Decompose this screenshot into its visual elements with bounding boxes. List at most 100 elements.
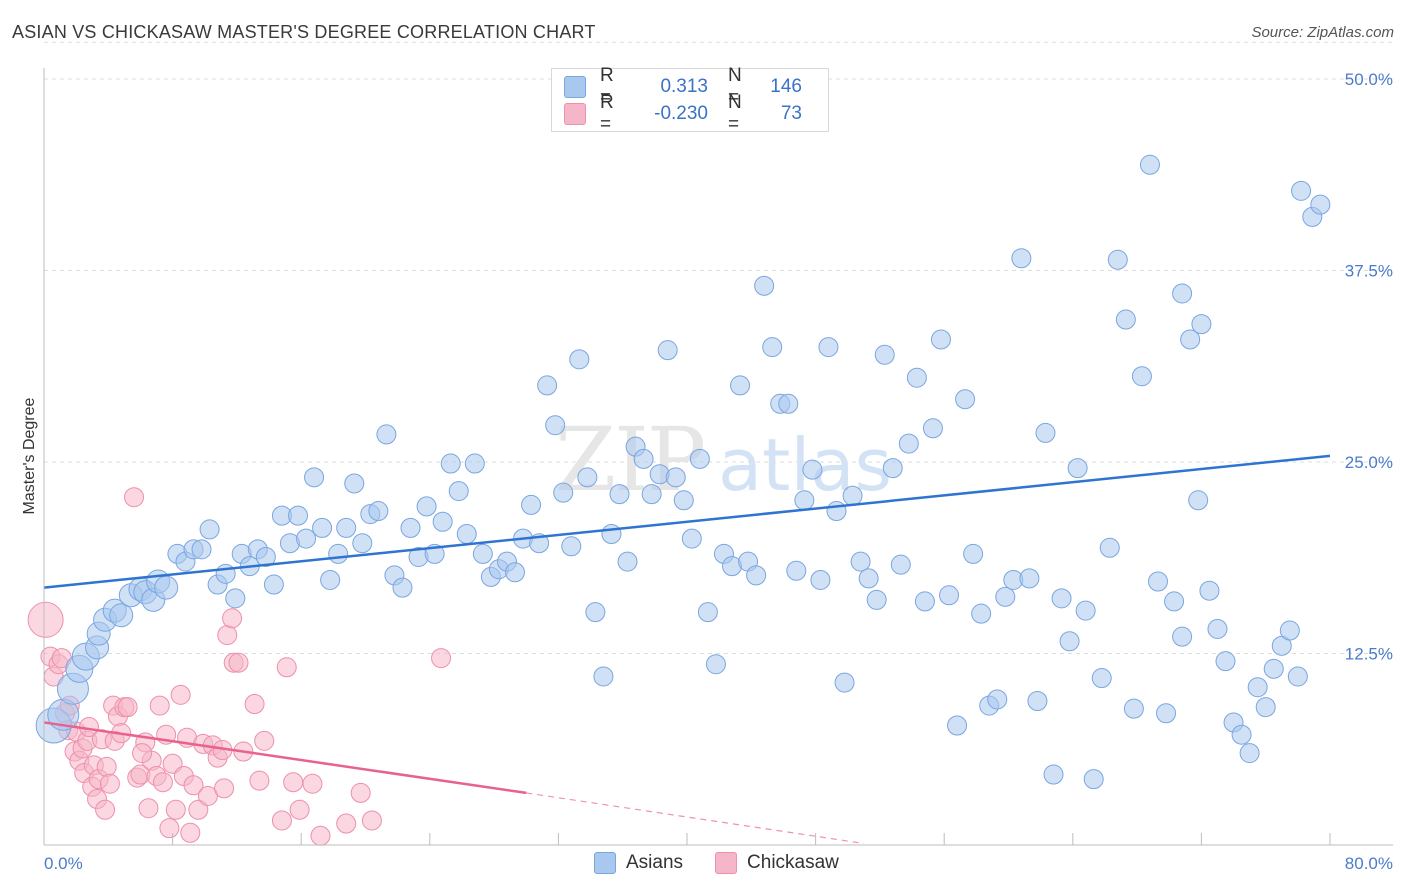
asians-point — [947, 715, 968, 736]
asians-point — [971, 603, 992, 624]
asians-point — [890, 554, 911, 575]
legend-n-label: N = — [728, 92, 742, 135]
asians-point — [1231, 724, 1252, 745]
legend-n-value: 73 — [780, 103, 802, 124]
asians-point — [296, 528, 317, 549]
legend-swatch-chickasaw — [715, 852, 738, 874]
asians-point — [472, 543, 493, 564]
chickasaw-point — [217, 625, 238, 646]
asians-point — [1075, 600, 1096, 621]
chickasaw-point — [254, 730, 275, 751]
asians-point — [1239, 743, 1260, 764]
legend-swatch-chickasaw — [564, 103, 586, 125]
asians-point — [1067, 458, 1088, 479]
series-legend: Asians Chickasaw — [594, 852, 871, 874]
chickasaw-trend-line — [43, 721, 527, 795]
asians-point — [657, 340, 678, 361]
x-tick-min: 0.0% — [44, 854, 83, 873]
chickasaw-point — [159, 818, 180, 839]
asians-point — [633, 448, 654, 469]
asians-point — [1059, 631, 1080, 652]
chickasaw-point — [188, 799, 209, 820]
watermark: ZIP atlas — [555, 408, 892, 511]
chickasaw-point — [228, 652, 249, 673]
asians-point — [199, 519, 220, 540]
chickasaw-points — [27, 487, 452, 846]
chickasaw-point — [214, 778, 235, 799]
chickasaw-point — [302, 773, 323, 794]
chickasaw-point — [124, 487, 145, 508]
asians-point — [906, 367, 927, 388]
legend-item-chickasaw[interactable]: Chickasaw — [715, 852, 839, 874]
asians-point — [577, 467, 598, 488]
trend-layer — [43, 454, 1331, 845]
asians-point — [504, 562, 525, 583]
asians-point — [1123, 698, 1144, 719]
legend-label-chickasaw: Chickasaw — [747, 852, 839, 873]
asians-point — [456, 524, 477, 545]
asians-point — [939, 585, 960, 606]
chickasaw-point — [99, 773, 120, 794]
chickasaw-point — [350, 782, 371, 803]
legend-item-asians[interactable]: Asians — [594, 852, 683, 874]
asians-point — [416, 496, 437, 517]
asians-point — [1215, 651, 1236, 672]
asians-point — [689, 448, 710, 469]
asians-point — [681, 528, 702, 549]
asians-point — [464, 453, 485, 474]
asians-point — [1263, 658, 1284, 679]
asians-point — [1051, 588, 1072, 609]
asians-point — [641, 484, 662, 505]
asians-point — [617, 551, 638, 572]
chickasaw-point — [96, 756, 117, 777]
asians-point — [263, 574, 284, 595]
chickasaw-point — [165, 799, 186, 820]
asians-point — [320, 569, 341, 590]
legend-label-asians: Asians — [626, 852, 684, 873]
asians-point — [850, 551, 871, 572]
asians-point — [746, 565, 767, 586]
asians-point — [730, 375, 751, 396]
asians-point — [287, 505, 308, 526]
asians-point — [762, 337, 783, 358]
asians-point — [400, 517, 421, 538]
asians-point — [794, 490, 815, 511]
asians-point — [882, 458, 903, 479]
asians-point — [802, 459, 823, 480]
asians-point — [705, 654, 726, 675]
asians-point — [352, 533, 373, 554]
chickasaw-point — [152, 772, 173, 793]
chickasaw-point — [289, 799, 310, 820]
asians-point — [778, 393, 799, 414]
chickasaw-point — [222, 608, 243, 629]
asians-point — [963, 543, 984, 564]
legend-row-asians: R = 0.313 N = 146 — [564, 65, 802, 108]
asians-point — [866, 589, 887, 610]
chickasaw-point — [149, 695, 170, 716]
asians-point — [1291, 180, 1312, 201]
asians-point — [697, 602, 718, 623]
y-tick-label: 37.5% — [1345, 262, 1393, 281]
legend-row-chickasaw: R = -0.230 N = 73 — [564, 92, 802, 135]
chickasaw-point — [170, 684, 191, 705]
chickasaw-point — [271, 810, 292, 831]
asians-point — [191, 539, 212, 560]
legend-n-value: 146 — [770, 76, 802, 97]
asians-point — [448, 481, 469, 502]
asians-point — [545, 415, 566, 436]
asians-point — [392, 577, 413, 598]
asians-point — [1043, 764, 1064, 785]
chickasaw-point — [132, 743, 153, 764]
asians-point — [922, 418, 943, 439]
asians-point — [1279, 620, 1300, 641]
source-label: Source: ZipAtlas.com — [1251, 24, 1394, 41]
asian-points — [35, 154, 1331, 790]
y-tick-label: 50.0% — [1345, 70, 1393, 89]
asians-trend-line — [43, 454, 1331, 589]
asians-point — [754, 275, 775, 296]
asians-point — [1164, 591, 1185, 612]
asians-point — [874, 344, 895, 365]
asians-point — [1091, 668, 1112, 689]
asians-point — [609, 484, 630, 505]
legend-n-label: N = — [728, 65, 742, 108]
